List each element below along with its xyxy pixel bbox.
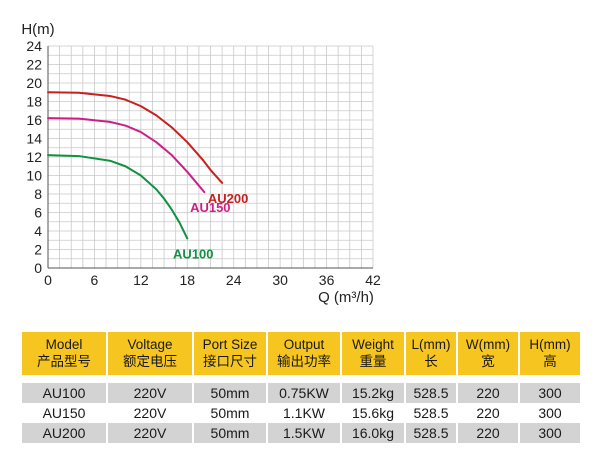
cell-output: 1.1KW: [282, 405, 325, 421]
cell-length: 528.5: [406, 423, 456, 443]
y-tick-label: 6: [34, 205, 42, 221]
x-tick-label: 30: [272, 272, 288, 288]
header-port-size-cn: 接口尺寸: [203, 354, 257, 369]
header-height-en: H(mm): [529, 337, 571, 352]
y-tick-label: 20: [26, 75, 42, 91]
y-tick-label: 10: [26, 168, 42, 184]
header-length-en: L(mm): [411, 337, 451, 352]
y-tick-label: 2: [34, 242, 42, 258]
header-model: Model 产品型号: [22, 332, 106, 375]
cell-model: AU150: [42, 405, 86, 421]
y-tick-label: 4: [34, 223, 42, 239]
header-voltage-en: Voltage: [127, 337, 173, 352]
pump-spec-table: Model 产品型号 Voltage 额定电压 Port Size 接口尺寸 Outp…: [20, 332, 582, 443]
header-width: W(mm) 宽: [458, 332, 518, 375]
y-tick-label: 22: [26, 57, 42, 73]
header-width-cn: 宽: [481, 354, 495, 369]
cell-weight: 15.2kg: [342, 383, 404, 403]
header-width-en: W(mm): [465, 337, 511, 352]
header-height: H(mm) 高: [520, 332, 580, 375]
cell-height: 300: [520, 423, 580, 443]
y-tick-label: 0: [34, 260, 42, 276]
x-tick-label: 6: [91, 272, 99, 288]
cell-port-size: 50mm: [194, 383, 266, 403]
header-length-cn: 长: [424, 354, 438, 369]
table-row-au150: AU150 220V 50mm 1.1KW 15.6kg 528.5 220 3…: [22, 403, 580, 423]
cell-length: 528.5: [413, 405, 449, 421]
series-line-au150: [47, 117, 206, 194]
pump-performance-chart: 0 6 12 18 24 30 36 42024681012141618202224H(m)Q…: [21, 21, 381, 306]
cell-output: 1.5KW: [268, 423, 340, 443]
series-line-au100: [47, 154, 189, 240]
cell-width: 220: [476, 405, 500, 421]
header-output-en: Output: [283, 337, 325, 352]
y-tick-label: 18: [26, 94, 42, 110]
header-weight-cn: 重量: [359, 354, 387, 369]
cell-model: AU200: [22, 423, 106, 443]
cell-weight: 15.6kg: [351, 405, 395, 421]
table-header-row: Model 产品型号 Voltage 额定电压 Port Size 接口尺寸 Outp…: [22, 332, 580, 375]
series-label-au150: AU150: [190, 200, 230, 215]
cell-weight: 16.0kg: [342, 423, 404, 443]
table-row-au100: AU100 220V 50mm 0.75KW 15.2kg 528.5 220 …: [22, 383, 580, 403]
x-tick-label: 12: [133, 272, 149, 288]
y-tick-label: 16: [26, 112, 42, 128]
y-tick-label: 24: [26, 38, 42, 54]
y-axis-label: H(m): [21, 21, 54, 38]
cell-length: 528.5: [406, 383, 456, 403]
header-output: Output 输出功率: [268, 332, 340, 375]
y-tick-label: 14: [26, 131, 42, 147]
header-voltage-cn: 额定电压: [123, 354, 177, 369]
x-tick-label: 18: [179, 272, 195, 288]
header-weight: Weight 重量: [342, 332, 404, 375]
header-length: L(mm) 长: [406, 332, 456, 375]
cell-model: AU100: [22, 383, 106, 403]
cell-voltage: 220V: [108, 383, 192, 403]
header-voltage: Voltage 额定电压: [108, 332, 192, 375]
header-model-en: Model: [45, 337, 83, 352]
cell-width: 220: [458, 423, 518, 443]
cell-height: 300: [538, 405, 562, 421]
cell-port-size: 50mm: [194, 423, 266, 443]
x-tick-label: 42: [365, 272, 381, 288]
x-tick-label: 0: [44, 272, 52, 288]
header-output-cn: 输出功率: [277, 354, 331, 369]
x-tick-label: 24: [226, 272, 242, 288]
series-line-au200: [47, 91, 224, 184]
cell-output: 0.75KW: [268, 383, 340, 403]
cell-height: 300: [520, 383, 580, 403]
header-port-size: Port Size 接口尺寸: [194, 332, 266, 375]
cell-voltage: 220V: [108, 423, 192, 443]
x-tick-label: 36: [319, 272, 335, 288]
x-axis-label: Q (m³/h): [318, 289, 374, 306]
table-row-au200: AU200 220V 50mm 1.5KW 16.0kg 528.5 220 3…: [22, 423, 580, 443]
y-tick-label: 12: [26, 149, 42, 165]
series-label-au100: AU100: [173, 246, 213, 261]
cell-width: 220: [458, 383, 518, 403]
cell-port-size: 50mm: [210, 405, 250, 421]
header-height-cn: 高: [543, 354, 557, 369]
y-tick-label: 8: [34, 186, 42, 202]
series-label-au200: AU200: [208, 191, 248, 206]
header-port-size-en: Port Size: [202, 337, 258, 352]
header-model-cn: 产品型号: [37, 354, 91, 369]
cell-voltage: 220V: [133, 405, 167, 421]
header-weight-en: Weight: [352, 337, 394, 352]
